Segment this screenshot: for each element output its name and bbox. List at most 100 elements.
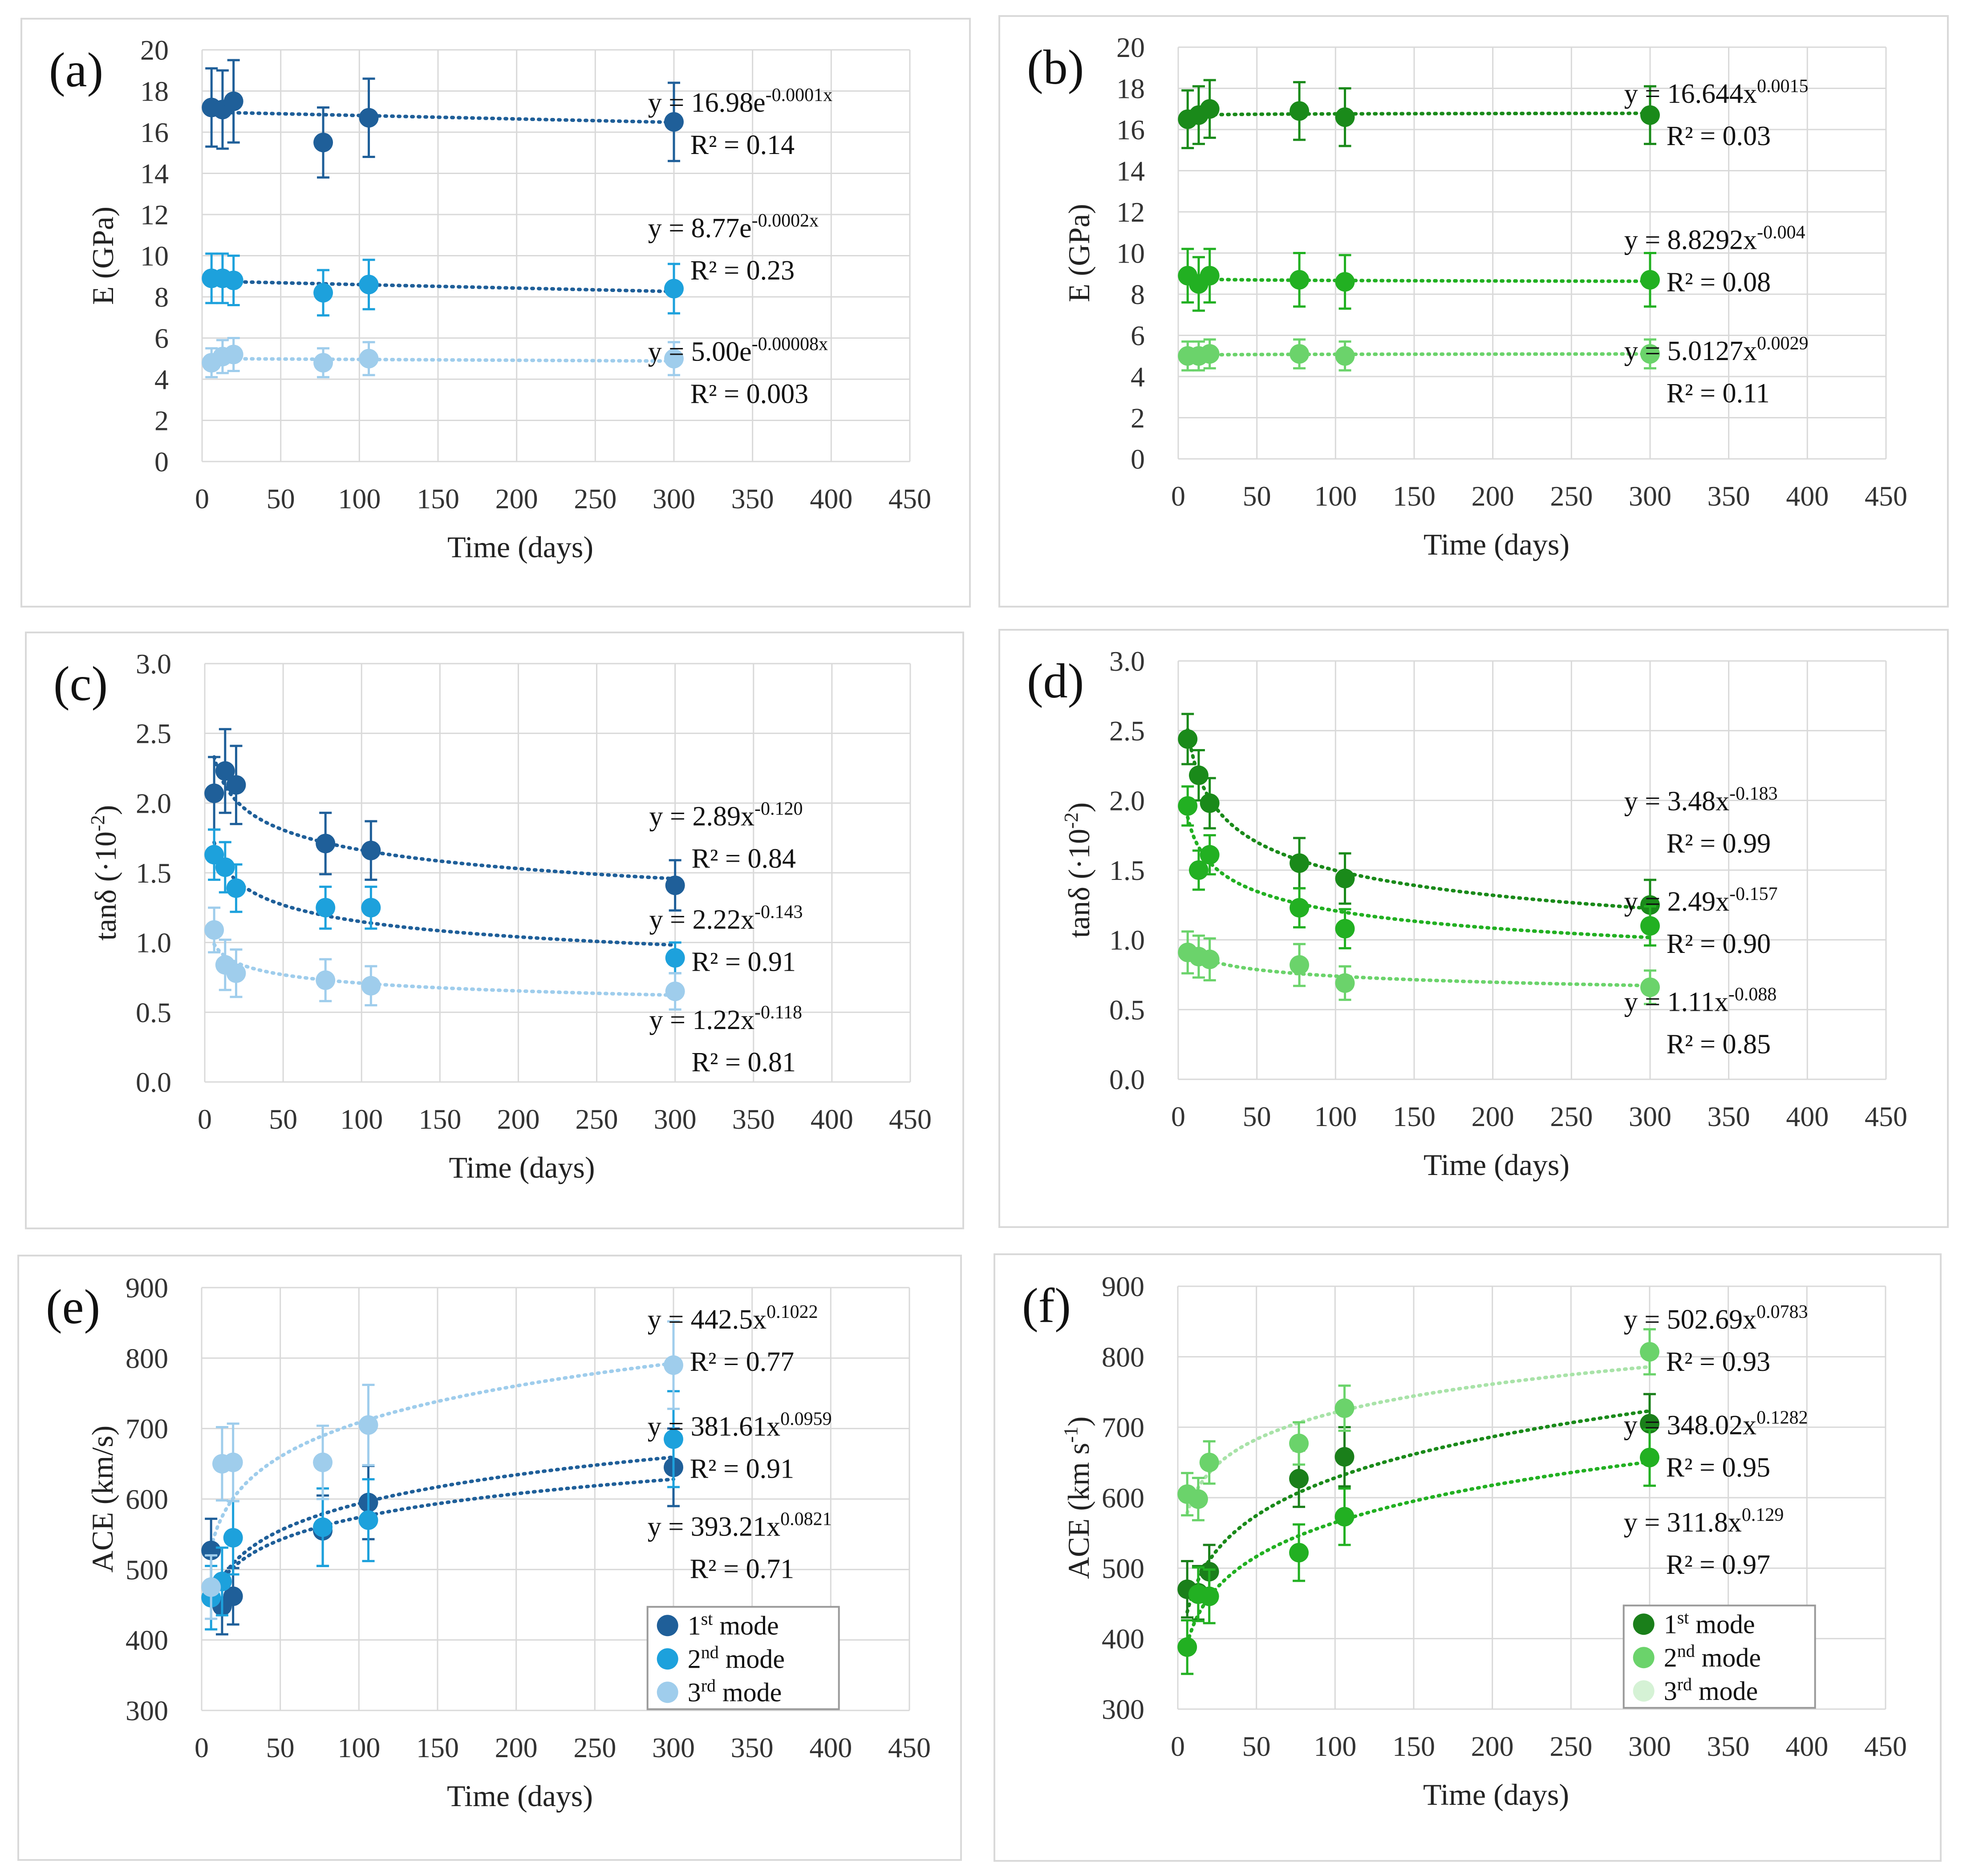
y-tick-label: 20 [1116,32,1145,63]
data-point-mode-1 [1200,793,1220,813]
y-tick-label: 18 [1116,73,1145,105]
chart-panel-e: 0 50 100 150 200 250 300 350 400 450 300 400 500 600 7… [17,1255,962,1861]
data-point-mode-2 [1199,1586,1219,1606]
legend-label-mode-1: 1st mode [688,1609,779,1640]
data-point-mode-2 [1640,916,1660,936]
data-point-mode-1 [1200,99,1220,119]
y-axis-label: ACE (km/s) [85,1426,119,1573]
fit-r-squared: R² = 0.03 [1667,121,1771,151]
data-point-mode-1 [226,775,246,795]
x-tick-label: 150 [1393,1101,1436,1132]
fit-equation-main: y = 8.77e [648,213,752,243]
data-point-mode-1 [313,133,333,153]
fit-r-squared: R² = 0.91 [690,1454,794,1484]
trend-line-c-mode-1 [212,755,677,881]
x-axis-label: Time (days) [447,1779,593,1813]
trend-line-d-mode-2 [1186,815,1652,940]
y-axis-label-text: E (GPa) [86,207,120,305]
panel-label: (f) [1022,1278,1071,1333]
fit-r-squared: R² = 0.95 [1666,1453,1770,1483]
x-tick-label: 350 [731,1732,774,1763]
legend-label-text: mode [1692,1676,1758,1706]
data-point-mode-2 [361,898,381,918]
fit-equation: y = 393.21x0.0821 [648,1509,832,1542]
y-tick-label: 4 [154,364,169,395]
data-point-mode-3 [358,1415,378,1435]
trend-line-e-mode-1 [209,1477,675,1603]
fit-equation-exponent: 0.0029 [1757,333,1809,354]
data-point-mode-2 [316,898,336,918]
data-point-mode-1 [1640,105,1660,125]
x-tick-label: 400 [811,1103,853,1135]
y-axis-label-text: ACE (km/s) [85,1426,119,1573]
fit-equation-exponent: -0.0001x [766,85,833,105]
x-tick-label: 250 [574,483,616,515]
legend-label-sup: nd [701,1642,719,1662]
fit-equation: y = 1.11x-0.088 [1624,984,1777,1017]
data-point-mode-2 [1334,1507,1355,1527]
y-tick-label: 2.5 [1109,715,1145,747]
fit-equation-main: y = 348.02x [1624,1410,1756,1441]
data-point-mode-3 [204,920,224,940]
fit-r-squared: R² = 0.84 [692,843,796,874]
x-axis-label: Time (days) [447,530,593,564]
x-tick-label: 150 [1393,480,1436,512]
y-tick-label: 6 [154,323,169,354]
y-tick-label: 800 [1102,1341,1144,1373]
fit-equation-exponent: -0.0002x [752,211,819,231]
x-tick-label: 450 [888,1732,931,1763]
x-tick-label: 200 [495,483,538,515]
data-point-mode-2 [1177,1637,1197,1657]
fit-equation-exponent: 0.0015 [1757,76,1809,97]
x-tick-label: 450 [1865,480,1907,512]
x-tick-label: 350 [732,1103,775,1135]
fit-equation-exponent: 0.129 [1742,1505,1784,1525]
data-point-mode-2 [1178,796,1198,816]
x-tick-label: 50 [266,1732,295,1763]
x-axis-label: Time (days) [449,1151,595,1184]
legend-label-num: 3 [688,1677,701,1707]
legend-marker-mode-2 [657,1648,678,1670]
data-point-mode-2 [1290,270,1310,290]
fit-equation: y = 348.02x0.1282 [1624,1408,1808,1441]
y-axis-label: tanδ (·10-2) [87,805,122,941]
fit-r-squared: R² = 0.11 [1667,378,1770,409]
legend-label-sup: rd [701,1675,716,1695]
data-point-mode-2 [223,271,243,290]
fit-r-squared: R² = 0.23 [690,255,795,286]
trend-line-d-mode-1 [1186,728,1652,911]
panel-label: (c) [53,656,108,711]
fit-r-squared: R² = 0.81 [692,1047,796,1078]
data-point-mode-3 [361,976,381,996]
fit-equation-main: y = 2.49x [1624,887,1729,917]
data-point-mode-3 [664,348,684,369]
data-point-mode-1 [223,91,243,111]
panel-label: (b) [1027,40,1084,94]
data-point-mode-2 [1335,272,1355,292]
x-tick-label: 300 [653,483,695,515]
y-tick-label: 2.0 [136,787,171,819]
x-tick-label: 150 [418,1103,461,1135]
fit-r-squared: R² = 0.91 [692,947,796,977]
y-axis-label-tail: ) [1062,802,1096,813]
fit-equation-exponent: 0.0821 [780,1509,832,1529]
data-point-mode-3 [223,1452,243,1472]
fit-equation-exponent: -0.120 [754,798,803,819]
y-tick-label: 600 [126,1483,168,1515]
legend-label-sup: rd [1677,1674,1692,1694]
x-tick-label: 350 [731,483,774,515]
y-tick-label: 700 [1102,1412,1144,1443]
fit-equation-main: y = 393.21x [648,1511,780,1542]
fit-equation-exponent: 0.1022 [767,1302,818,1322]
legend-box [646,1606,840,1710]
x-axis-label: Time (days) [1424,1148,1570,1182]
fit-equation-exponent: -0.143 [754,902,803,922]
trend-line-f-mode-1 [1185,1409,1651,1614]
fit-equation-exponent: -0.157 [1729,884,1778,904]
y-tick-label: 1.5 [136,857,171,889]
data-point-mode-1 [1334,1447,1355,1467]
x-tick-label: 50 [269,1103,297,1135]
fit-equation: y = 5.0127x0.0029 [1624,333,1809,366]
x-tick-label: 50 [1243,480,1271,512]
y-axis-label-text: tanδ (·10 [89,831,122,940]
